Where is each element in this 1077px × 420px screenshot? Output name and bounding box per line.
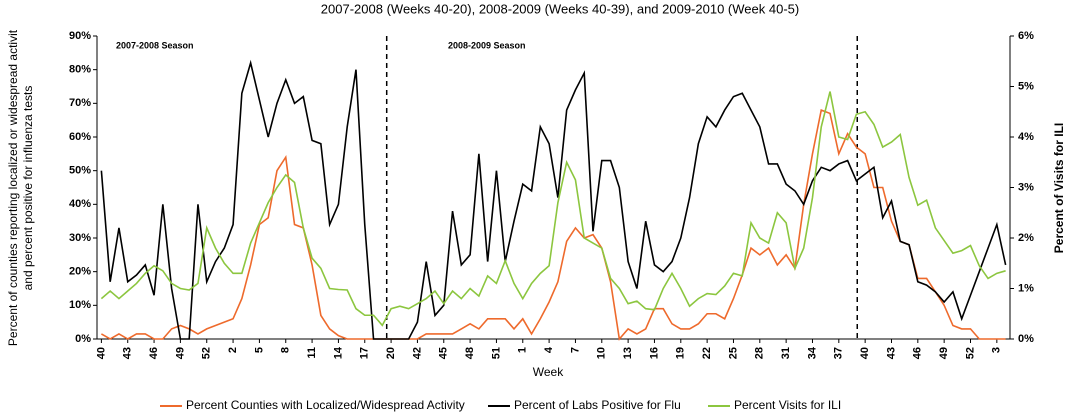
series-line (100, 108, 1006, 341)
x-tick-label: 5 (253, 347, 265, 353)
x-tick-label: 48 (464, 347, 476, 359)
x-tick-label: 45 (438, 347, 450, 359)
x-tick-label: 40 (859, 347, 871, 359)
x-tick-label: 7 (569, 347, 581, 353)
y-tick-label: 60% (69, 131, 91, 143)
chart-title: 2007-2008 (Weeks 40-20), 2008-2009 (Week… (321, 1, 799, 16)
x-tick-label: 46 (148, 347, 160, 359)
legend-label: Percent Counties with Localized/Widespre… (186, 398, 465, 412)
y-tick-label: 10% (69, 299, 91, 311)
y2-tick-label: 0% (1018, 333, 1034, 345)
x-tick-label: 19 (675, 347, 687, 359)
legend-label: Percent Visits for ILI (734, 398, 841, 412)
x-tick-label: 52 (964, 347, 976, 359)
series-line (100, 91, 1006, 327)
y2-tick-label: 2% (1018, 232, 1034, 244)
x-tick-label: 22 (701, 347, 713, 359)
x-tick-label: 49 (938, 347, 950, 359)
series-line (100, 59, 1007, 340)
x-tick-label: 34 (806, 346, 818, 359)
y-tick-label: 90% (69, 30, 91, 42)
y2-tick-label: 4% (1018, 131, 1034, 143)
y-tick-label: 0% (75, 333, 91, 345)
x-tick-label: 2 (227, 347, 239, 353)
y2-axis-label: Percent of Visits for ILI (1052, 123, 1066, 253)
y2-tick-label: 5% (1018, 80, 1034, 92)
x-tick-label: 20 (385, 347, 397, 359)
annotation: 2008-2009 Season (448, 40, 526, 50)
legend-label: Percent of Labs Positive for Flu (514, 398, 681, 412)
y-tick-label: 30% (69, 232, 91, 244)
y-axis-label: Percent of counties reporting localized … (6, 29, 20, 346)
x-tick-label: 14 (332, 346, 344, 359)
x-tick-label: 17 (359, 347, 371, 359)
legend: Percent Counties with Localized/Widespre… (160, 398, 841, 412)
y-tick-label: 70% (69, 97, 91, 109)
x-tick-label: 4 (543, 346, 555, 353)
y2-tick-label: 3% (1018, 181, 1034, 193)
y2-tick-label: 6% (1018, 30, 1034, 42)
x-tick-label: 25 (727, 347, 739, 359)
x-tick-label: 3 (991, 347, 1003, 353)
x-tick-label: 16 (648, 347, 660, 359)
x-tick-label: 46 (912, 347, 924, 359)
x-tick-label: 28 (754, 347, 766, 359)
y-axis-label: and percent positive for influenza tests (21, 86, 35, 291)
x-tick-label: 42 (411, 347, 423, 359)
x-tick-label: 8 (280, 347, 292, 353)
x-tick-label: 31 (780, 347, 792, 359)
y-tick-label: 20% (69, 266, 91, 278)
x-tick-label: 51 (490, 347, 502, 359)
x-axis-label: Week (533, 365, 564, 379)
annotation: 2007-2008 Season (116, 40, 194, 50)
x-tick-label: 1 (517, 347, 529, 353)
y-tick-label: 40% (69, 198, 91, 210)
x-tick-label: 43 (885, 347, 897, 359)
y-tick-label: 80% (69, 64, 91, 76)
x-tick-label: 49 (174, 347, 186, 359)
x-tick-label: 11 (306, 347, 318, 359)
x-tick-label: 52 (201, 347, 213, 359)
x-tick-label: 13 (622, 347, 634, 359)
x-tick-label: 43 (122, 347, 134, 359)
y2-tick-label: 1% (1018, 282, 1034, 294)
x-tick-label: 40 (95, 347, 107, 359)
x-tick-label: 37 (833, 347, 845, 359)
y-tick-label: 50% (69, 165, 91, 177)
x-tick-label: 10 (596, 347, 608, 359)
